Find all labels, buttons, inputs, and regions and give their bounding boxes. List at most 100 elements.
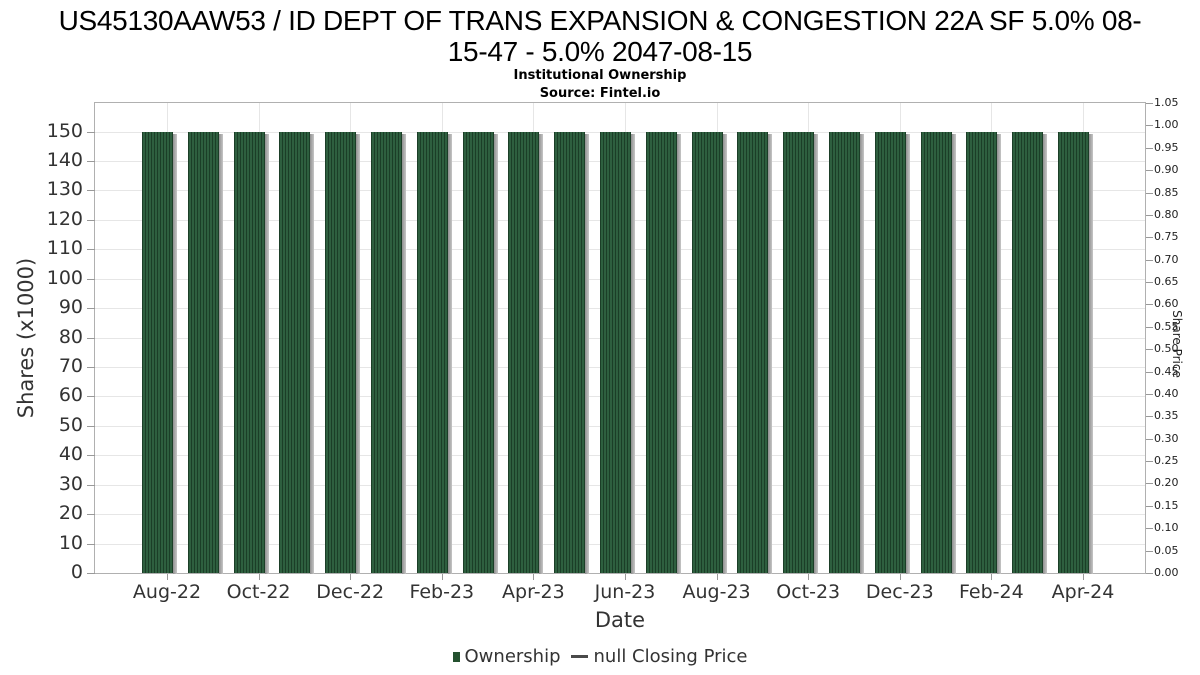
ownership-bars — [1058, 132, 1089, 573]
ownership-bars — [462, 132, 494, 573]
y-axis-tick-right — [1146, 438, 1153, 440]
y-axis-tick-right — [1146, 259, 1153, 261]
y-axis-tick-left — [87, 425, 95, 427]
bar-cluster-Oct-23 — [783, 132, 819, 574]
y-axis-tick-right — [1146, 416, 1153, 418]
x-tick-label: Dec-23 — [865, 581, 934, 603]
y-axis-tick-right — [1146, 528, 1153, 530]
y-tick-label-right: 0.95 — [1154, 140, 1179, 154]
bar-shadow — [1089, 134, 1093, 574]
y-tick-label-left: 150 — [46, 119, 83, 142]
legend-item-ownership[interactable]: Ownership — [452, 646, 561, 667]
bar-shadow — [1043, 134, 1048, 574]
x-axis-tick — [258, 574, 260, 580]
legend-item-closing-price[interactable]: null Closing Price — [561, 646, 747, 667]
bar-cluster-Mar-24 — [1012, 132, 1048, 574]
x-axis-tick — [808, 574, 810, 580]
y-tick-label-right: 1.05 — [1154, 96, 1179, 109]
ownership-bars — [783, 132, 815, 573]
x-tick-label: Oct-23 — [776, 581, 841, 603]
bar-shadow — [676, 134, 681, 574]
y-axis-tick-right — [1146, 282, 1153, 284]
x-tick-label: Feb-23 — [409, 581, 475, 603]
bar-cluster-May-23 — [554, 132, 590, 574]
y-tick-label-right: 0.20 — [1154, 476, 1179, 490]
x-axis-tick — [1083, 574, 1084, 580]
y-axis-tick-left — [87, 366, 95, 368]
x-tick-label: Oct-22 — [226, 581, 291, 603]
y-tick-label-right: 0.60 — [1154, 297, 1179, 311]
ownership-bars — [966, 132, 998, 573]
y-tick-label-right: 1.00 — [1154, 118, 1179, 132]
bar-shadow — [539, 134, 544, 574]
ownership-bars — [874, 132, 906, 573]
bar-cluster-Apr-24 — [1058, 132, 1093, 574]
bar-cluster-Jun-23 — [600, 132, 635, 574]
bar-shadow — [493, 134, 498, 574]
y-tick-label-right: 0.30 — [1154, 431, 1179, 445]
ownership-bars — [737, 132, 769, 573]
x-tick-label: Apr-24 — [1051, 581, 1115, 603]
y-axis-tick-left — [87, 219, 95, 221]
y-tick-label-left: 0 — [70, 561, 83, 583]
x-tick-label: Jun-23 — [594, 581, 656, 603]
x-tick-label: Dec-22 — [316, 581, 385, 603]
y-tick-label-right: 0.05 — [1154, 543, 1179, 557]
y-tick-label-left: 20 — [58, 502, 83, 525]
y-axis-tick-left — [87, 278, 95, 280]
x-axis-tick — [167, 574, 168, 580]
y-axis-tick-right — [1146, 483, 1153, 485]
y-tick-label-right: 0.45 — [1154, 364, 1179, 378]
ownership-bars — [233, 132, 265, 573]
bar-shadow — [814, 134, 819, 574]
y-axis-tick-right — [1146, 103, 1153, 104]
y-tick-label-right: 0.35 — [1154, 409, 1179, 423]
chart-subtitle: Institutional Ownership — [513, 68, 687, 83]
ownership-bars — [187, 132, 219, 573]
bar-cluster-Apr-23 — [508, 132, 544, 574]
bar-shadow — [402, 134, 406, 574]
bar-shadow — [264, 134, 269, 574]
y-tick-label-left: 90 — [58, 296, 83, 319]
bar-cluster-Sep-22 — [187, 132, 223, 574]
y-axis-tick-left — [87, 484, 95, 486]
bar-cluster-Sep-23 — [737, 132, 773, 574]
y-axis-tick-right — [1146, 393, 1153, 395]
y-tick-label-right: 0.80 — [1154, 207, 1179, 221]
ownership-bars — [416, 132, 448, 573]
y-axis-tick-left — [87, 573, 95, 574]
bar-cluster-Nov-23 — [829, 132, 864, 574]
y-tick-label-left: 60 — [58, 384, 83, 407]
y-axis-tick-right — [1146, 505, 1153, 507]
y-axis-tick-right — [1146, 170, 1153, 172]
ownership-bars — [279, 132, 311, 573]
ownership-bars — [829, 132, 860, 573]
y-axis-tick-left — [87, 131, 95, 133]
bar-cluster-Aug-22 — [142, 132, 177, 574]
bar-shadow — [310, 134, 315, 574]
y-tick-label-right: 0.10 — [1154, 521, 1179, 535]
y-axis-tick-right — [1146, 125, 1153, 127]
y-axis-tick-left — [87, 543, 95, 545]
y-tick-label-left: 110 — [46, 237, 83, 260]
ownership-bars — [1012, 132, 1044, 573]
y-tick-label-right: 0.85 — [1154, 185, 1179, 199]
y-tick-label-left: 120 — [46, 207, 83, 230]
y-tick-label-left: 140 — [46, 148, 83, 171]
y-tick-label-right: 0.00 — [1154, 566, 1179, 579]
bar-shadow — [585, 134, 590, 574]
y-axis-tick-right — [1146, 326, 1153, 328]
x-axis-tick — [625, 574, 626, 580]
y-tick-label-right: 0.55 — [1154, 319, 1179, 333]
y-tick-label-right: 0.90 — [1154, 163, 1179, 177]
x-axis-title: Date — [594, 608, 646, 632]
y-axis-tick-right — [1146, 550, 1153, 552]
y-axis-tick-right — [1146, 237, 1153, 239]
y-axis-tick-left — [87, 455, 95, 457]
y-axis-tick-left — [87, 396, 95, 398]
x-axis-tick — [899, 574, 901, 580]
y-tick-label-right: 0.15 — [1154, 498, 1179, 512]
y-tick-label-left: 100 — [46, 266, 83, 289]
y-axis-tick-left — [87, 514, 95, 516]
y-tick-label-left: 10 — [58, 531, 83, 554]
